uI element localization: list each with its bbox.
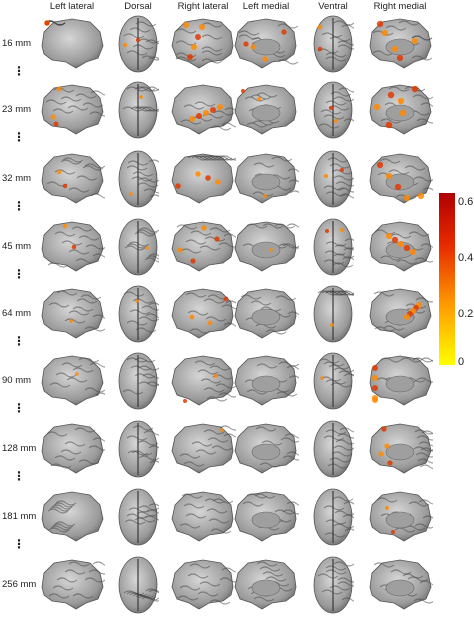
brain-ventral-view bbox=[313, 81, 354, 139]
row-label: 90 mm bbox=[2, 375, 32, 386]
brain-right-lateral-view bbox=[171, 423, 236, 474]
row-label: 128 mm bbox=[2, 443, 37, 454]
brain-left-medial-view bbox=[234, 355, 299, 406]
brain-dorsal-view bbox=[118, 218, 159, 276]
brain-left-lateral-view bbox=[41, 423, 105, 474]
brain-ventral-view bbox=[313, 556, 354, 614]
brain-right-lateral-view bbox=[171, 18, 234, 69]
ellipsis: ⋮ bbox=[13, 64, 25, 78]
brain-left-medial-view bbox=[234, 559, 297, 610]
ellipsis: ⋮ bbox=[13, 199, 25, 213]
row-label: 16 mm bbox=[2, 38, 32, 49]
brain-dorsal-view bbox=[118, 420, 159, 478]
colorbar: 0.6 0.4 0.2 0 bbox=[438, 190, 474, 370]
brain-dorsal-view bbox=[118, 150, 159, 208]
brain-dorsal-view bbox=[118, 556, 159, 614]
brain-right-medial-view bbox=[369, 153, 433, 204]
brain-left-lateral-view bbox=[41, 491, 104, 542]
brain-right-lateral-view bbox=[171, 153, 236, 204]
row-label: 64 mm bbox=[2, 308, 32, 319]
row-label: 23 mm bbox=[2, 104, 32, 115]
brain-right-medial-view bbox=[369, 288, 433, 339]
brain-ventral-view bbox=[313, 352, 354, 410]
brain-left-lateral-view bbox=[41, 559, 105, 610]
brain-right-medial-view bbox=[369, 423, 433, 474]
brain-dorsal-view bbox=[118, 352, 159, 410]
brain-left-lateral-view bbox=[41, 355, 105, 406]
colorbar-gradient bbox=[439, 193, 455, 365]
brain-right-medial-view bbox=[369, 18, 433, 69]
colorbar-tick-0-2: 0.2 bbox=[458, 308, 474, 320]
brain-right-medial-view bbox=[369, 355, 433, 406]
brain-left-medial-view bbox=[234, 423, 299, 474]
brain-right-lateral-view bbox=[171, 355, 236, 406]
column-header-2: Right lateral bbox=[177, 1, 229, 12]
brain-right-medial-view bbox=[369, 559, 433, 610]
brain-right-medial-view bbox=[369, 221, 433, 272]
brain-dorsal-view bbox=[118, 81, 159, 139]
ellipsis: ⋮ bbox=[13, 401, 25, 415]
ellipsis: ⋮ bbox=[13, 334, 25, 348]
brain-ventral-view bbox=[313, 15, 354, 73]
column-header-5: Right medial bbox=[373, 1, 427, 12]
brain-left-lateral-view bbox=[41, 288, 105, 339]
brain-left-lateral-view bbox=[41, 18, 104, 69]
column-header-0: Left lateral bbox=[49, 1, 95, 12]
row-label: 45 mm bbox=[2, 241, 32, 252]
ellipsis: ⋮ bbox=[13, 130, 25, 144]
brain-right-lateral-view bbox=[171, 221, 236, 272]
row-label: 32 mm bbox=[2, 173, 32, 184]
brain-left-medial-view bbox=[234, 153, 299, 204]
brain-left-lateral-view bbox=[41, 153, 105, 204]
brain-ventral-view bbox=[313, 285, 354, 343]
row-label: 181 mm bbox=[2, 511, 37, 522]
brain-left-medial-view bbox=[234, 288, 299, 339]
ellipsis: ⋮ bbox=[13, 469, 25, 483]
brain-right-lateral-view bbox=[171, 491, 234, 542]
brain-right-medial-view bbox=[369, 84, 433, 135]
ellipsis: ⋮ bbox=[13, 267, 25, 281]
column-header-4: Ventral bbox=[318, 1, 348, 12]
brain-left-lateral-view bbox=[41, 221, 105, 272]
brain-ventral-view bbox=[313, 218, 354, 276]
colorbar-tick-0: 0 bbox=[458, 356, 465, 368]
brain-ventral-view bbox=[313, 420, 354, 478]
brain-right-lateral-view bbox=[171, 288, 236, 339]
brain-left-medial-view bbox=[234, 18, 299, 69]
brain-right-lateral-view bbox=[171, 559, 236, 610]
brain-left-medial-view bbox=[234, 84, 297, 135]
row-label: 256 mm bbox=[2, 579, 37, 590]
brain-ventral-view bbox=[313, 488, 354, 546]
colorbar-tick-0-4: 0.4 bbox=[458, 252, 474, 264]
brain-left-medial-view bbox=[234, 491, 299, 542]
ellipsis: ⋮ bbox=[13, 537, 25, 551]
brain-dorsal-view bbox=[118, 15, 159, 73]
brain-right-medial-view bbox=[369, 491, 433, 542]
brain-dorsal-view bbox=[118, 488, 159, 546]
column-header-3: Left medial bbox=[242, 1, 290, 12]
brain-left-medial-view bbox=[234, 221, 299, 272]
column-header-1: Dorsal bbox=[124, 1, 152, 12]
brain-ventral-view bbox=[313, 150, 354, 208]
brain-left-lateral-view bbox=[41, 84, 105, 135]
colorbar-tick-0-6: 0.6 bbox=[458, 196, 474, 208]
brain-right-lateral-view bbox=[171, 84, 236, 135]
brain-dorsal-view bbox=[118, 285, 159, 343]
